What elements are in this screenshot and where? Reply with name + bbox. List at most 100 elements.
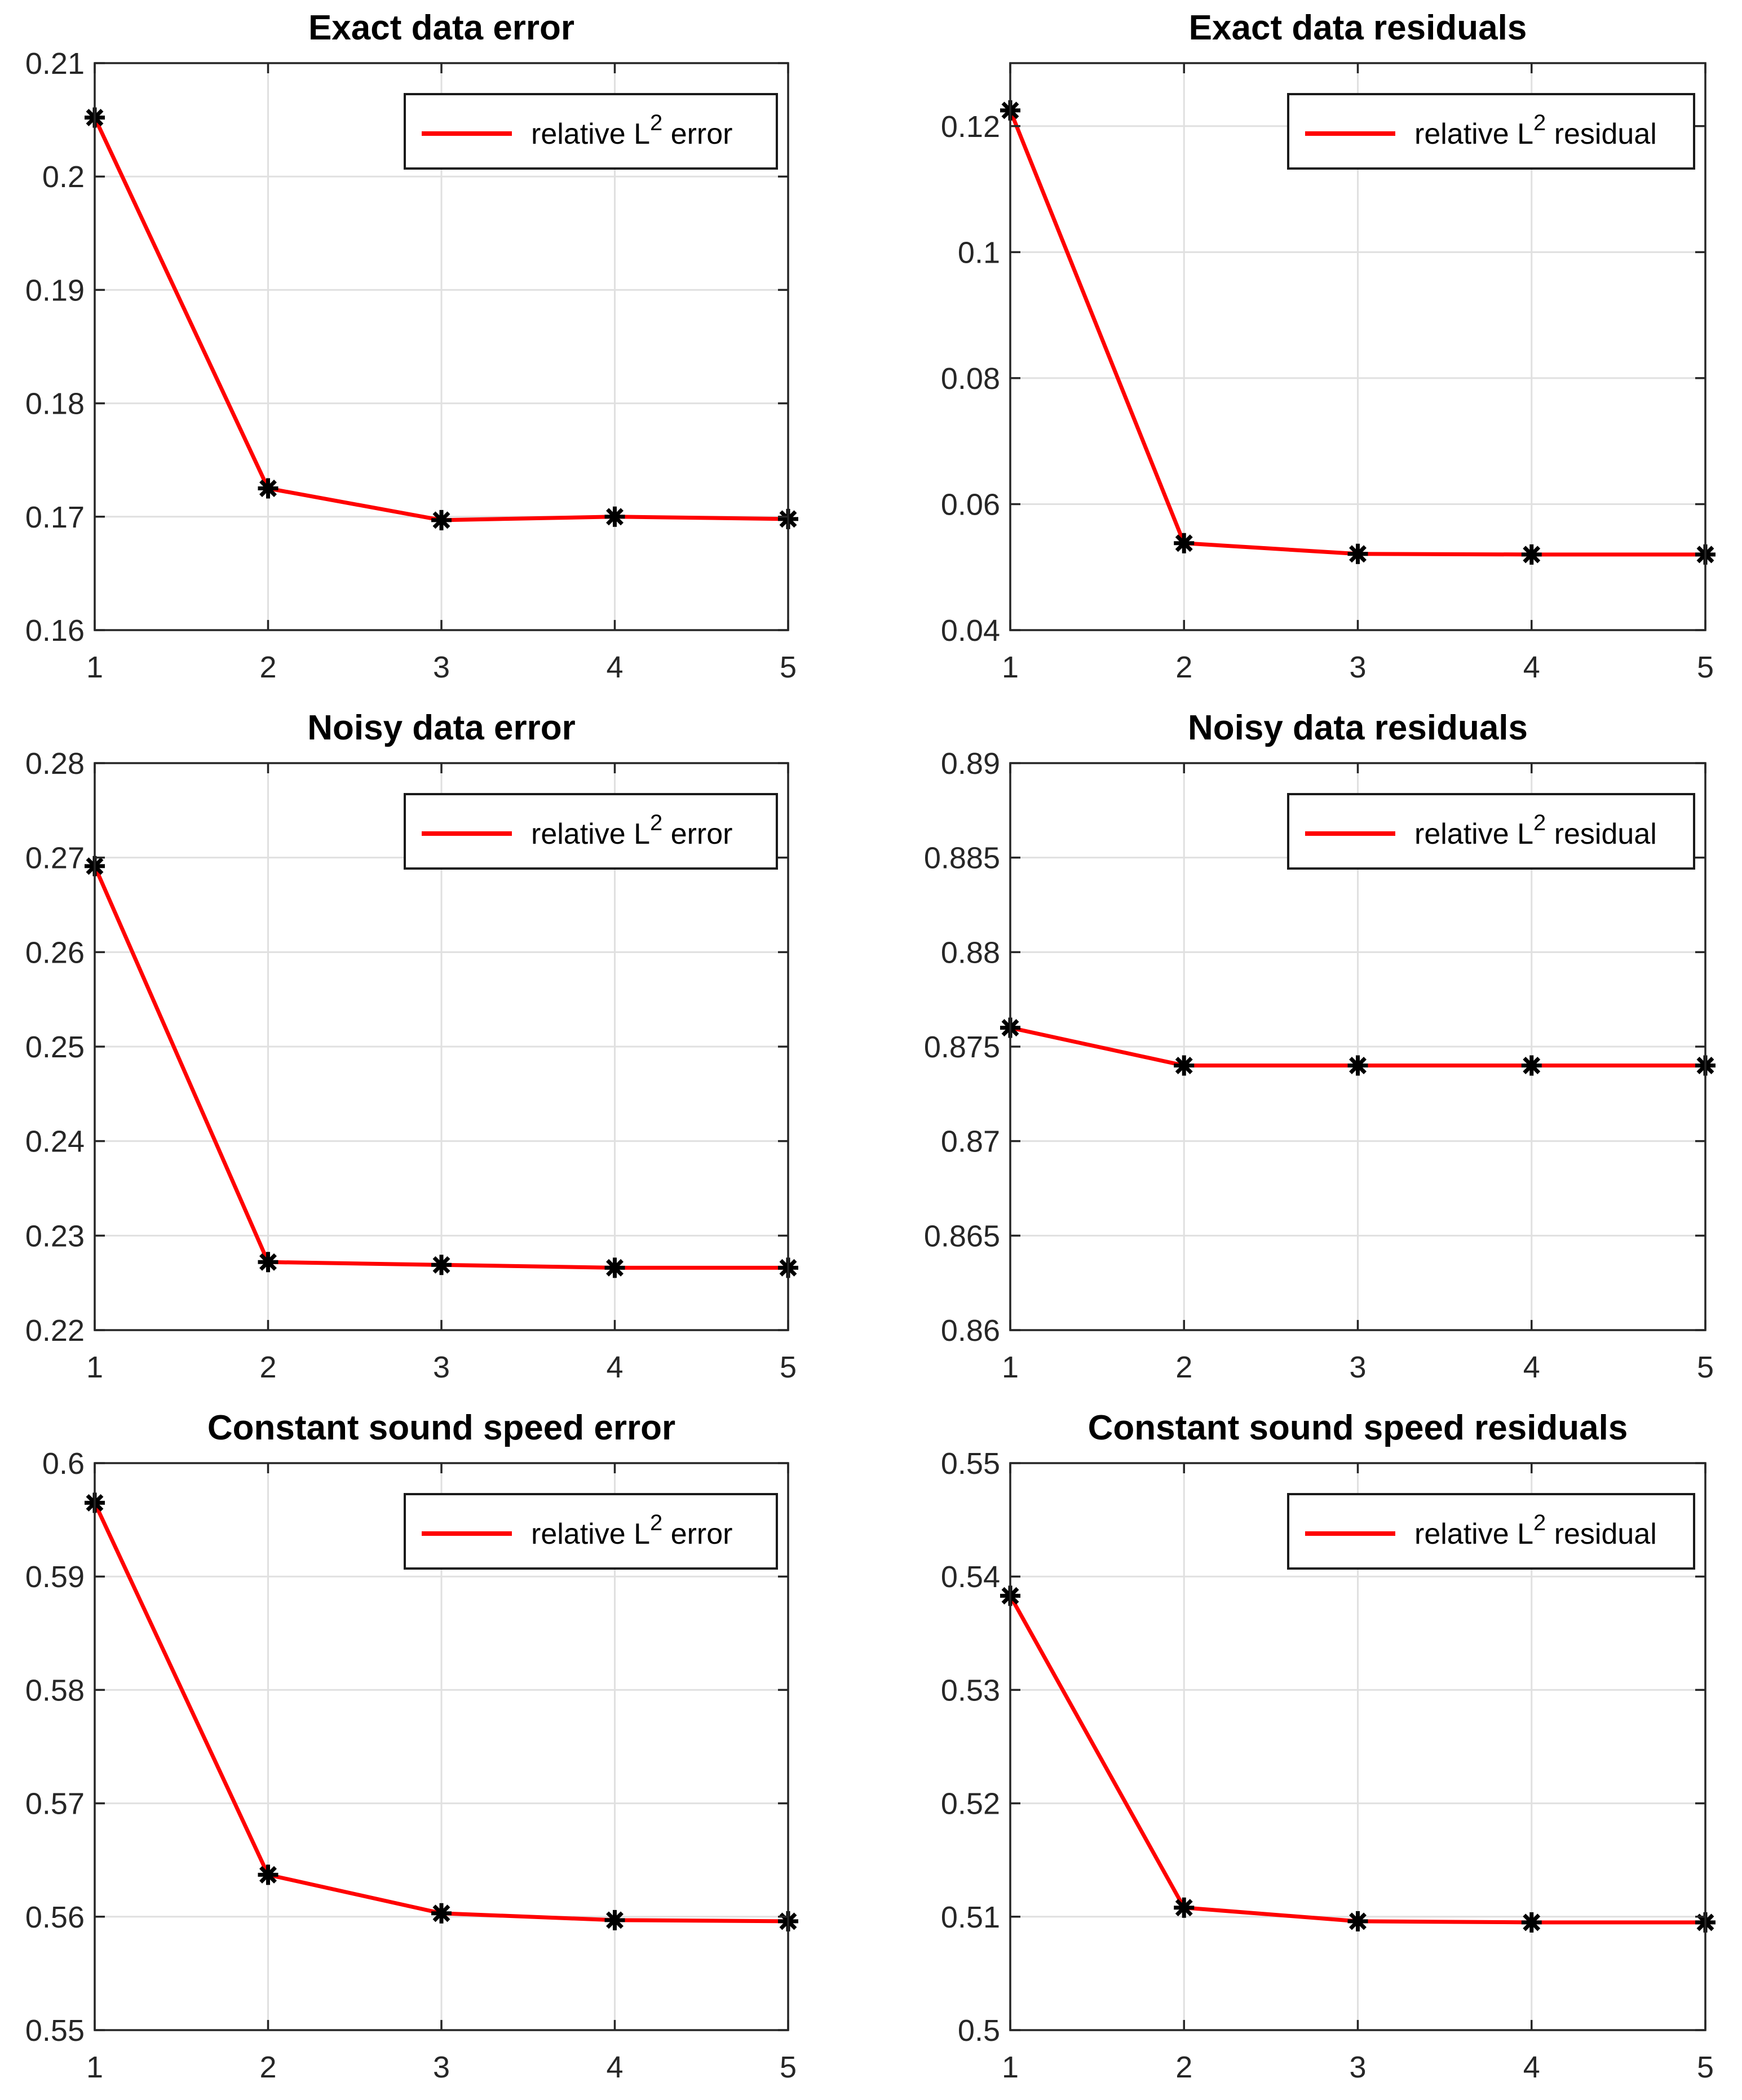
legend-label: relative L2 error [531,810,733,850]
tick-label-y: 0.6 [42,1447,85,1481]
tick-label-y: 0.24 [25,1125,85,1159]
x-tick-labels: 1 2 3 4 5 [86,2050,797,2084]
tick-label-x: 5 [1697,650,1714,684]
tick-label-x: 2 [1175,650,1192,684]
x-tick-labels: 1 2 3 4 5 [1002,1350,1714,1384]
y-tick-labels: 0.22 0.23 0.24 0.25 0.26 0.27 0.28 [25,747,85,1348]
chart-svg-exact-data-error: 1 2 3 4 5 0.16 0.17 0.18 0.19 0.2 0.21 Exact data e… [25,8,798,684]
tick-label-x: 3 [433,650,450,684]
marker-arm [1349,545,1367,563]
tick-label-x: 4 [1523,650,1540,684]
tick-label-y: 0.06 [941,488,1000,521]
tick-label-x: 5 [1697,1350,1714,1384]
chart-title: Noisy data residuals [1188,708,1528,747]
chart-title: Noisy data error [307,708,576,747]
data-marker [604,1257,625,1278]
data-marker [1347,543,1368,564]
tick-label-y: 0.55 [25,2014,85,2048]
tick-label-y: 0.52 [941,1787,1000,1821]
data-marker [1521,1055,1542,1076]
tick-label-y: 0.885 [924,841,1000,875]
marker-arm [1349,1057,1367,1075]
tick-label-y: 0.875 [924,1030,1000,1064]
tick-label-y: 0.88 [941,936,1000,969]
data-marker [1174,533,1195,553]
tick-label-y: 0.865 [924,1219,1000,1253]
tick-label-y: 0.28 [25,747,85,781]
x-tick-labels: 1 2 3 4 5 [1002,2050,1714,2084]
tick-label-x: 4 [606,650,623,684]
tick-label-y: 0.54 [941,1560,1000,1594]
tick-label-x: 5 [780,1350,797,1384]
x-tick-labels: 1 2 3 4 5 [1002,650,1714,684]
axis-ticks [1009,1462,1706,2031]
tick-label-y: 0.21 [25,47,85,81]
y-tick-labels: 0.04 0.06 0.08 0.1 0.12 [941,110,1000,648]
data-marker [1347,1055,1368,1076]
tick-label-y: 0.08 [941,362,1000,396]
tick-label-y: 0.89 [941,747,1000,781]
marker-arm [1175,534,1193,552]
data-marker [1521,1912,1542,1933]
tick-label-x: 1 [86,1350,103,1384]
marker-arm [1175,1899,1193,1917]
tick-label-y: 0.23 [25,1219,85,1253]
tick-label-x: 4 [606,1350,623,1384]
tick-label-y: 0.12 [941,110,1000,144]
tick-label-y: 0.5 [958,2014,1000,2048]
tick-label-y: 0.19 [25,273,85,307]
marker-arm [432,511,450,529]
tick-label-x: 4 [1523,1350,1540,1384]
marker-arm [432,1256,450,1274]
axis-ticks [94,762,789,1331]
tick-label-x: 3 [433,1350,450,1384]
tick-label-x: 2 [259,650,276,684]
x-tick-labels: 1 2 3 4 5 [86,650,797,684]
legend: relative L2 residual [1287,1493,1695,1570]
axis-ticks [1009,63,1706,631]
x-tick-labels: 1 2 3 4 5 [86,1350,797,1384]
tick-label-x: 5 [780,650,797,684]
axis-ticks [1009,762,1706,1331]
chart-title: Exact data error [308,8,574,47]
tick-label-y: 0.26 [25,936,85,969]
tick-label-x: 4 [1523,2050,1540,2084]
legend: relative L2 error [404,1493,778,1570]
chart-exact-data-residuals: 1 2 3 4 5 0.04 0.06 0.08 0.1 0.12 Exact data resid… [871,0,1742,700]
marker-arm [606,1911,624,1929]
tick-label-x: 2 [1175,2050,1192,2084]
y-tick-labels: 0.55 0.56 0.57 0.58 0.59 0.6 [25,1447,85,2048]
data-marker [1521,544,1542,565]
legend: relative L2 residual [1287,93,1695,170]
chart-title: Exact data residuals [1189,8,1527,47]
axis-ticks [94,62,789,631]
tick-label-y: 0.58 [25,1673,85,1707]
chart-svg-exact-data-residuals: 1 2 3 4 5 0.04 0.06 0.08 0.1 0.12 Exact data resid… [941,8,1716,684]
data-marker [431,1255,452,1275]
tick-label-y: 0.55 [941,1447,1000,1481]
tick-label-y: 0.51 [941,1900,1000,1934]
chart-noisy-data-error: 1 2 3 4 5 0.22 0.23 0.24 0.25 0.26 0.27 0.28 Noisy d… [0,700,871,1400]
tick-label-y: 0.04 [941,614,1000,648]
data-marker [258,478,278,499]
chart-constant-sound-speed-error: 1 2 3 4 5 0.55 0.56 0.57 0.58 0.59 0.6 Constant sou… [0,1400,871,2100]
tick-label-y: 0.16 [25,614,85,648]
tick-label-x: 3 [433,2050,450,2084]
marker-arm [259,1866,277,1884]
marker-arm [432,1904,450,1922]
chart-noisy-data-residuals: 1 2 3 4 5 0.86 0.865 0.87 0.875 0.88 0.885 0.89 Nois… [871,700,1742,1400]
legend-label: relative L2 residual [1414,110,1657,150]
tick-label-y: 0.86 [941,1314,1000,1348]
marker-arm [1523,1913,1541,1931]
tick-label-x: 1 [1002,650,1019,684]
tick-label-x: 3 [1349,2050,1366,2084]
legend-label: relative L2 error [531,110,733,150]
data-marker [258,1252,278,1273]
tick-label-y: 0.87 [941,1125,1000,1159]
chart-svg-noisy-data-residuals: 1 2 3 4 5 0.86 0.865 0.87 0.875 0.88 0.885 0.89 Nois… [924,708,1716,1384]
data-marker [1347,1911,1368,1931]
data-marker [1174,1055,1195,1076]
tick-label-y: 0.25 [25,1030,85,1064]
legend-label: relative L2 residual [1414,810,1657,850]
